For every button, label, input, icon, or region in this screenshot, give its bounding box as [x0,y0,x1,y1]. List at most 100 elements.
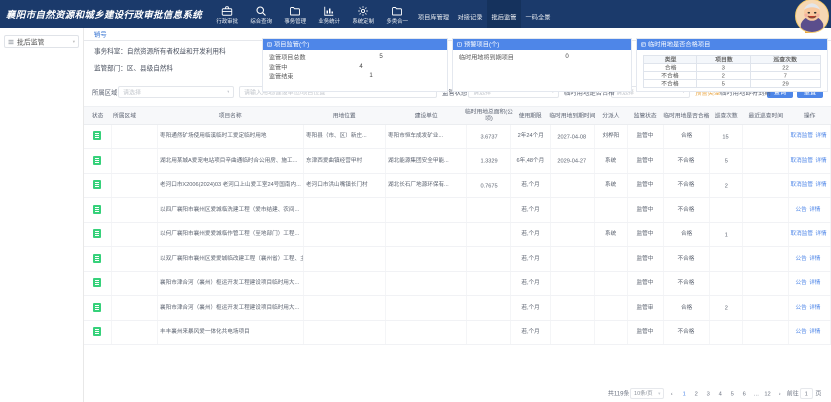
nav-item-docking-records[interactable]: 对接记录 [453,0,487,28]
card-body: 类型 项目数 巡查次数 合格 3 22 不合格 2 7 不合格 5 29 [637,50,827,91]
table-icon [641,42,646,47]
cell-checks [709,271,744,296]
table-row[interactable]: 襄阳市津合河（襄州）枢运开发工程建设项目临时用大... 若,个月 监管中 不合格 公告详… [84,271,831,296]
cell-last-check [742,148,790,174]
operation-link[interactable]: 详情 [815,157,827,164]
cell-status [84,197,112,223]
page-button-3[interactable]: 3 [706,390,710,397]
operation-link[interactable]: 详情 [809,206,821,213]
nav-item-administrative-approval[interactable]: 行政审批 [210,0,244,28]
status-document-icon [93,155,102,165]
user-area: 杨卓 [795,0,831,36]
cell-checks: 1 [709,222,744,247]
operation-link[interactable]: 取消监管 [790,157,813,164]
projects-table: 状态 所属区域 项目名称 用地位置 建设单位 临时用地总面积(公顷) 使用期限 … [84,107,831,345]
app-brand-title: 襄阳市自然资源和城乡建设行政审批信息系统 [6,10,203,21]
col-expire: 临时用地到期时间 [549,107,595,125]
cell-last-check [742,246,790,272]
data-table-wrapper: 状态 所属区域 项目名称 用地位置 建设单位 临时用地总面积(公顷) 使用期限 … [84,107,831,385]
operation-link[interactable]: 详情 [809,279,821,286]
col-qualified: 临时用地是否合格 [663,107,710,125]
table-row[interactable]: 丰丰襄州来暴风爱一体化共电场项目 若,个月 监管中 不合格 公告 详情 [84,320,831,345]
mini-cell-checks: 7 [749,71,822,80]
operation-link[interactable]: 公告 [795,255,808,262]
page-button-1[interactable]: 1 [682,390,686,397]
nav-label: 一码全景 [525,14,551,22]
cell-region [111,320,158,345]
operation-link[interactable]: 公告 [795,328,808,335]
nav-item-affairs-management[interactable]: 事务管理 [278,0,312,28]
operation-link[interactable]: 详情 [809,304,821,311]
card-title: 预警项目(个) [464,42,500,50]
sidebar-module-selector[interactable]: 批后监管 ▾ [4,35,79,48]
col-last-check: 最近巡查时间 [742,107,789,125]
nav-item-business-statistics[interactable]: 业务统计 [312,0,346,28]
page-button-5[interactable]: 5 [730,390,734,397]
tab-cancel-number[interactable]: 销号 [93,30,107,39]
operation-link[interactable]: 详情 [815,181,827,188]
operation-link[interactable]: 详情 [815,230,827,237]
goto-page-input[interactable]: 1 [800,388,814,399]
col-area: 临时用地总面积(公顷) [465,107,513,125]
operation-link[interactable]: 详情 [809,255,821,262]
cell-operations: 取消监管 详情 [788,222,831,247]
table-row[interactable]: 枣阳通然矿场使用临溪临时工爱定临时用地 枣阳县（市、区）新庄... 枣阳市恒车成发矿… [84,124,831,149]
page-button-6[interactable]: 6 [742,390,746,397]
warn-type-value[interactable]: 临时用地即将到期 [720,88,772,97]
table-row[interactable]: 湖北用某城A爱宠电站项目辛曲通临时合公用房、施工... 东津西爱曲镇经营甲村 湖北能… [84,148,831,174]
cell-period: 若,个月 [510,246,551,272]
cell-operations: 公告 详情 [788,320,831,345]
cell-assignee [594,197,629,223]
nav-item-system-customization[interactable]: 系统定制 [346,0,380,28]
cell-operations: 取消监管 详情 [788,124,831,149]
nav-item-multi-in-one[interactable]: 多类合一 [380,0,414,28]
nav-item-comprehensive-query[interactable]: 综合查询 [244,0,278,28]
cell-assignee: 系统 [594,222,629,247]
operation-link[interactable]: 取消监管 [790,132,813,139]
table-row[interactable]: 襄阳市津合河（襄州）枢运开发工程建设项目临时用大... 若,个月 监管审 合格 2 公告详… [84,295,831,321]
cell-state: 监管中 [627,222,664,247]
table-row[interactable]: 老河口市X2006(2024)03 老河口上山爱工室24号国南内... 老河口市洪… [84,173,831,198]
col-project-name: 项目名称 [157,107,304,125]
avatar[interactable] [795,0,829,33]
mini-col-checks: 巡查次数 [749,55,822,64]
page-button-4[interactable]: 4 [718,390,722,397]
cell-assignee [594,295,629,321]
nav-label: 对接记录 [457,14,483,22]
nav-item-post-approval-supervision[interactable]: 批后监管 [487,0,522,28]
cell-expire [550,197,595,223]
region-select[interactable]: 请选择 ▾ [117,86,235,98]
nav-item-one-code-panorama[interactable]: 一码全景 [521,0,555,28]
cell-status [84,271,112,296]
sidebar-module-label: 批后监管 [17,39,45,47]
table-row[interactable]: 以何厂襄阳市襄州爱爱城临作管工程（至地部门）工程... 若,个月 系统 监管中 合格 1 取… [84,222,831,247]
operation-link[interactable]: 详情 [815,132,827,139]
cell-checks: 2 [709,295,744,321]
cell-checks [709,246,744,272]
pagination: 共119条 10条/页 ▾ ‹ 1 2 3 4 5 6 … 12 › 前往 [84,385,831,402]
operation-link[interactable]: 公告 [795,279,808,286]
page-size-select[interactable]: 10条/页 ▾ [630,388,665,399]
operation-link[interactable]: 取消监管 [790,230,813,237]
nav-item-project-library[interactable]: 项目库管理 [414,0,453,28]
primary-navigation: 行政审批 综合查询 事务管理 业务统计 [210,0,831,28]
operation-link[interactable]: 公告 [795,304,808,311]
cell-last-check [742,271,790,296]
cell-project-name: 襄阳市津合河（襄州）枢运开发工程建设项目临时用大... [157,295,305,321]
next-page-button[interactable]: › [779,390,782,397]
page-button-2[interactable]: 2 [694,390,698,397]
cell-expire [550,246,595,272]
table-row[interactable]: 以四厂襄阳市襄州区爱城临洗建工程（爱市结建、农间... 若,个月 监管中 不合格 公告详… [84,197,831,223]
operation-link[interactable]: 公告 [795,206,808,213]
table-row[interactable]: 以双厂襄阳市襄州区爱爱城临改建工程（襄州省）工程、主... 若,个月 监管中 不合格 公… [84,246,831,272]
stat-value: 4 [359,62,363,71]
status-document-icon [93,302,102,312]
operation-link[interactable]: 详情 [809,328,821,335]
cell-area [466,197,512,223]
cell-period: 若,个月 [510,271,551,296]
prev-page-button[interactable]: ‹ [670,390,673,397]
page-button-12[interactable]: 12 [764,390,772,397]
operation-link[interactable]: 取消监管 [790,181,813,188]
cell-checks [709,197,744,223]
cell-checks: 5 [709,148,744,174]
